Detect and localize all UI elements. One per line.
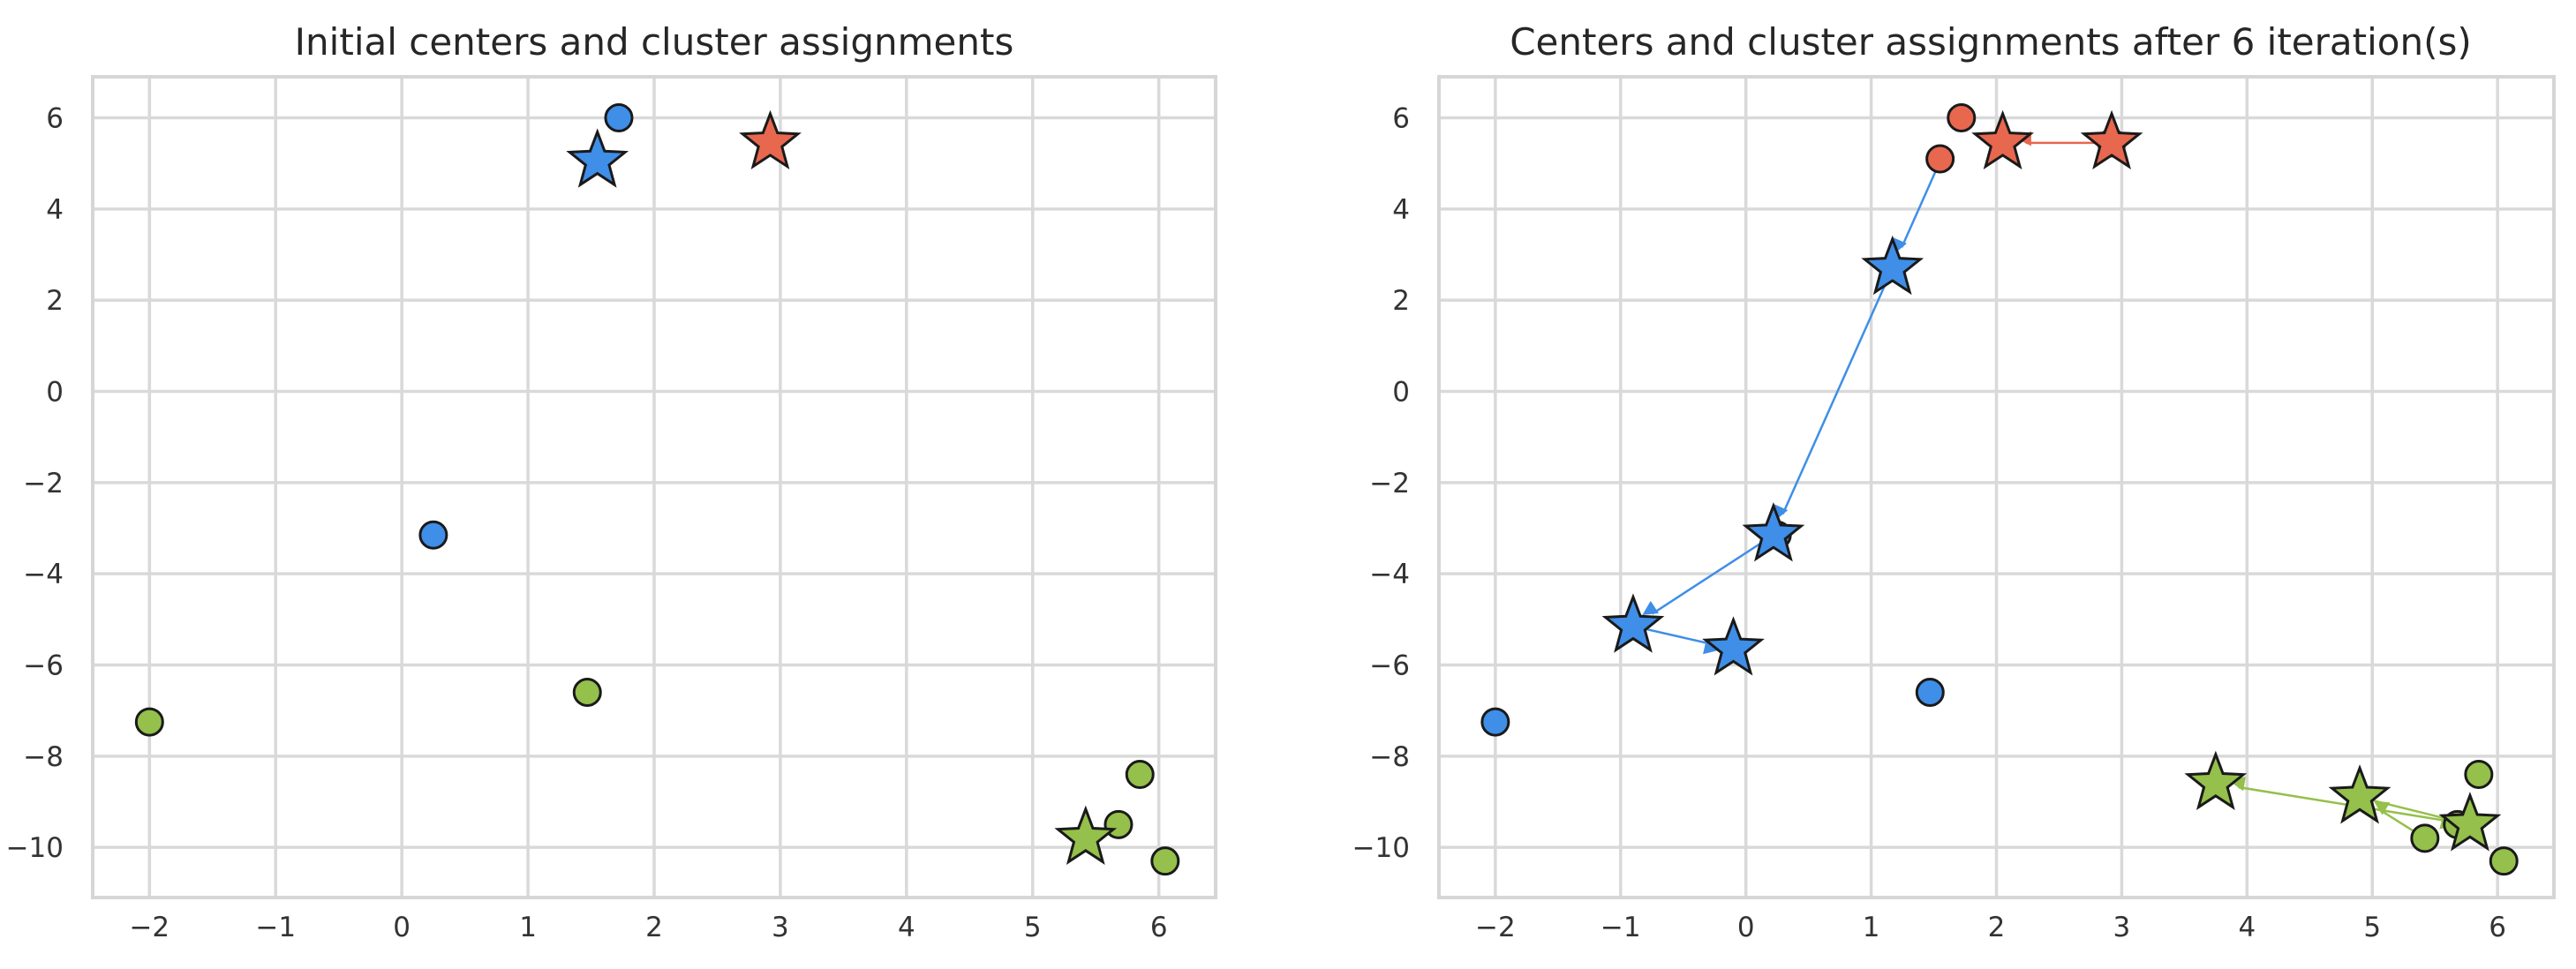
center-star-red: [739, 109, 802, 170]
y-axis-ticks: 6 4 2 0 −2 −4 −6 −8 −10: [1352, 103, 1410, 865]
y-tick-label: −4: [23, 559, 64, 590]
cluster-centers: [566, 109, 1118, 865]
chart-title: Initial centers and cluster assignments: [295, 20, 1014, 64]
chart-panel-initial: Initial centers and cluster assignments …: [6, 20, 1217, 943]
x-tick-label: 5: [1024, 912, 1042, 943]
y-tick-label: 0: [1392, 377, 1410, 409]
x-tick-label: 6: [2489, 912, 2506, 943]
center-star-blue: [1742, 502, 1805, 562]
data-point-blue: [418, 520, 448, 550]
y-tick-label: −6: [1369, 650, 1410, 682]
cluster-centers: [1601, 109, 2502, 852]
x-tick-label: 4: [2238, 912, 2256, 943]
x-axis-ticks: −2 −1 0 1 2 3 4 5 6: [129, 912, 1167, 943]
plot-frame: [1437, 75, 2556, 899]
x-tick-label: 3: [2113, 912, 2131, 943]
data-point-green: [572, 678, 602, 707]
center-path-arrow-blue: [1893, 161, 1941, 254]
center-path-arrow-blue: [1774, 267, 1894, 522]
center-star-red: [2080, 109, 2143, 170]
center-star-blue: [566, 128, 629, 188]
data-points: [1480, 103, 2519, 876]
center-star-blue: [1702, 616, 1765, 676]
y-tick-label: −10: [6, 832, 64, 864]
center-star-green: [1054, 805, 1118, 865]
x-tick-label: 3: [772, 912, 789, 943]
data-point-blue: [1915, 678, 1945, 707]
y-tick-label: −2: [23, 468, 64, 500]
center-path-arrow-blue: [1642, 534, 1774, 616]
x-tick-label: −1: [1601, 912, 1641, 943]
center-star-blue: [1861, 235, 1924, 296]
center-star-red: [1971, 109, 2034, 170]
y-tick-label: −4: [1369, 559, 1410, 590]
y-tick-label: 6: [46, 103, 64, 135]
grid: [1439, 77, 2554, 898]
data-points: [134, 103, 1180, 876]
data-point-green: [2464, 760, 2494, 789]
center-star-blue: [1601, 593, 1665, 653]
data-point-red: [1925, 144, 1955, 174]
data-point-green: [2489, 846, 2519, 876]
y-tick-label: −6: [23, 650, 64, 682]
x-tick-label: 0: [393, 912, 411, 943]
y-tick-label: 2: [46, 285, 64, 317]
center-star-green: [2184, 750, 2248, 810]
grid: [93, 77, 1216, 898]
y-tick-label: 6: [1392, 103, 1410, 135]
center-path-arrow-green: [2359, 796, 2456, 830]
data-point-green: [1150, 846, 1180, 876]
data-point-green: [2410, 823, 2440, 853]
x-tick-label: 1: [519, 912, 537, 943]
y-tick-label: 4: [46, 194, 64, 226]
x-tick-label: 0: [1737, 912, 1755, 943]
x-tick-label: −2: [1475, 912, 1516, 943]
y-tick-label: 4: [1392, 194, 1410, 226]
y-tick-label: 2: [1392, 285, 1410, 317]
y-tick-label: −2: [1369, 468, 1410, 500]
data-point-red: [1947, 103, 1977, 132]
data-point-green: [134, 707, 164, 737]
y-axis-ticks: 6 4 2 0 −2 −4 −6 −8 −10: [6, 103, 64, 865]
x-tick-label: 4: [898, 912, 915, 943]
x-tick-label: 2: [1988, 912, 2006, 943]
chart-title: Centers and cluster assignments after 6 …: [1510, 20, 2472, 64]
center-star-green: [2328, 764, 2391, 824]
x-tick-label: 1: [1863, 912, 1880, 943]
center-paths: [1632, 131, 2471, 839]
x-tick-label: 5: [2363, 912, 2381, 943]
chart-panel-after-iterations: Centers and cluster assignments after 6 …: [1352, 20, 2556, 943]
data-point-blue: [604, 103, 634, 132]
x-tick-label: 2: [645, 912, 663, 943]
x-tick-label: 6: [1150, 912, 1168, 943]
x-tick-label: −1: [255, 912, 296, 943]
x-axis-ticks: −2 −1 0 1 2 3 4 5 6: [1475, 912, 2506, 943]
data-point-blue: [1480, 707, 1510, 737]
plot-frame: [91, 75, 1217, 899]
x-tick-label: −2: [129, 912, 169, 943]
y-tick-label: −10: [1352, 832, 1410, 864]
y-tick-label: −8: [1369, 741, 1410, 773]
data-point-green: [1125, 760, 1155, 789]
y-tick-label: 0: [46, 377, 64, 409]
y-tick-label: −8: [23, 741, 64, 773]
center-star-green: [2438, 792, 2502, 852]
